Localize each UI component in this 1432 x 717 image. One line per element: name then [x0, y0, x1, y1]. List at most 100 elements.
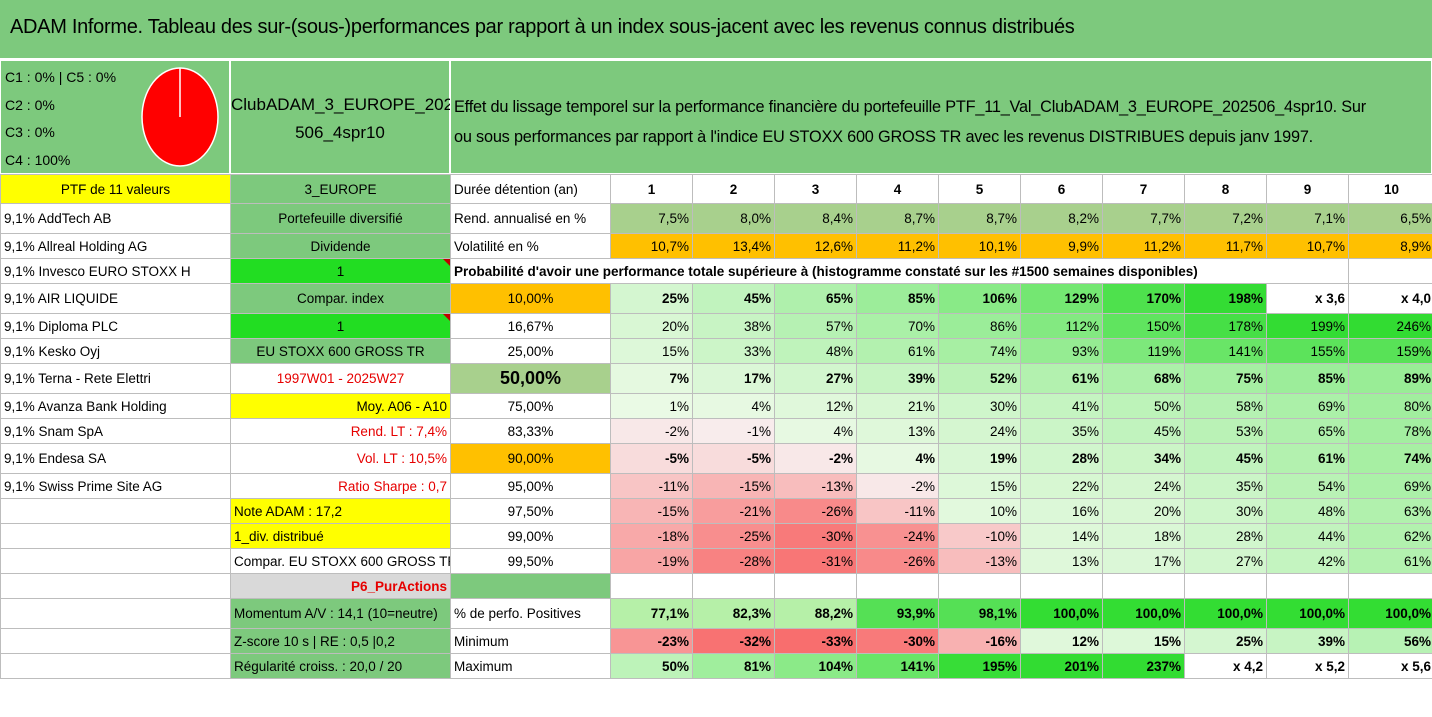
index-name-cell[interactable]: EU STOXX 600 GROSS TR: [230, 338, 451, 364]
rend-value-cell[interactable]: 7,7%: [1102, 203, 1185, 234]
moy-cell[interactable]: Moy. A06 - A10: [230, 393, 451, 419]
quantile-value-cell[interactable]: 178%: [1184, 313, 1267, 339]
quantile-cell[interactable]: 95,00%: [450, 473, 611, 499]
positive-value-cell[interactable]: 77,1%: [610, 598, 693, 629]
quantile-value-cell[interactable]: 155%: [1266, 338, 1349, 364]
empty-cell[interactable]: [0, 498, 231, 524]
quantile-value-cell[interactable]: 18%: [1102, 523, 1185, 549]
years-label-cell[interactable]: Durée détention (an): [450, 174, 611, 204]
empty-cell[interactable]: [1184, 573, 1267, 599]
quantile-value-cell[interactable]: 24%: [938, 418, 1021, 444]
quantile-value-cell[interactable]: -2%: [610, 418, 693, 444]
positive-value-cell[interactable]: 88,2%: [774, 598, 857, 629]
quantile-value-cell[interactable]: 48%: [1266, 498, 1349, 524]
vol-value-cell[interactable]: 8,9%: [1348, 233, 1432, 259]
quantile-value-cell[interactable]: 54%: [1266, 473, 1349, 499]
quantile-value-cell[interactable]: 35%: [1184, 473, 1267, 499]
quantile-value-cell[interactable]: 20%: [610, 313, 693, 339]
quantile-value-cell[interactable]: -13%: [938, 548, 1021, 574]
empty-cell[interactable]: [0, 548, 231, 574]
quantile-value-cell[interactable]: 119%: [1102, 338, 1185, 364]
regularity-cell[interactable]: Régularité croiss. : 20,0 / 20: [230, 653, 451, 679]
diversification-cell[interactable]: Portefeuille diversifié: [230, 203, 451, 234]
quantile-value-cell[interactable]: 24%: [1102, 473, 1185, 499]
quantile-value-cell[interactable]: x 4,0: [1348, 283, 1432, 314]
vol-value-cell[interactable]: 11,2%: [856, 233, 939, 259]
quantile-value-cell[interactable]: 199%: [1266, 313, 1349, 339]
quantile-value-cell[interactable]: 33%: [692, 338, 775, 364]
vol-label-cell[interactable]: Volatilité en %: [450, 233, 611, 259]
quantile-value-cell[interactable]: 25%: [610, 283, 693, 314]
quantile-value-cell[interactable]: 68%: [1102, 363, 1185, 394]
quantile-value-cell[interactable]: -28%: [692, 548, 775, 574]
quantile-value-cell[interactable]: -31%: [774, 548, 857, 574]
quantile-value-cell[interactable]: -30%: [774, 523, 857, 549]
quantile-value-cell[interactable]: 75%: [1184, 363, 1267, 394]
quantile-value-cell[interactable]: 80%: [1348, 393, 1432, 419]
dividend-cell[interactable]: Dividende: [230, 233, 451, 259]
quantile-cell[interactable]: 99,50%: [450, 548, 611, 574]
year-cell[interactable]: 7: [1102, 174, 1185, 204]
quantile-value-cell[interactable]: -26%: [856, 548, 939, 574]
positive-value-cell[interactable]: 100,0%: [1102, 598, 1185, 629]
quantile-value-cell[interactable]: 61%: [1020, 363, 1103, 394]
holding-cell[interactable]: 9,1% Endesa SA: [0, 443, 231, 474]
quantile-value-cell[interactable]: 20%: [1102, 498, 1185, 524]
empty-cell[interactable]: [692, 573, 775, 599]
quantile-value-cell[interactable]: 45%: [1184, 443, 1267, 474]
vol-lt-cell[interactable]: Vol. LT : 10,5%: [230, 443, 451, 474]
quantile-value-cell[interactable]: -24%: [856, 523, 939, 549]
quantile-value-cell[interactable]: 50%: [1102, 393, 1185, 419]
description-cell[interactable]: Effet du lissage temporel sur la perform…: [450, 60, 1432, 174]
note-cell[interactable]: Note ADAM : 17,2: [230, 498, 451, 524]
momentum-cell[interactable]: Momentum A/V : 14,1 (10=neutre): [230, 598, 451, 629]
quantile-value-cell[interactable]: -1%: [692, 418, 775, 444]
quantile-value-cell[interactable]: 62%: [1348, 523, 1432, 549]
holding-cell[interactable]: 9,1% Kesko Oyj: [0, 338, 231, 364]
quantile-value-cell[interactable]: 198%: [1184, 283, 1267, 314]
quantile-value-cell[interactable]: -25%: [692, 523, 775, 549]
quantile-value-cell[interactable]: -21%: [692, 498, 775, 524]
vol-value-cell[interactable]: 10,7%: [1266, 233, 1349, 259]
year-cell[interactable]: 5: [938, 174, 1021, 204]
holding-cell[interactable]: 9,1% Invesco EURO STOXX H: [0, 258, 231, 284]
maximum-value-cell[interactable]: x 4,2: [1184, 653, 1267, 679]
empty-cell[interactable]: [610, 573, 693, 599]
quantile-value-cell[interactable]: 48%: [774, 338, 857, 364]
holdings-header-cell[interactable]: PTF de 11 valeurs: [0, 174, 231, 204]
quantile-value-cell[interactable]: 7%: [610, 363, 693, 394]
quantile-value-cell[interactable]: 30%: [1184, 498, 1267, 524]
quantile-value-cell[interactable]: 61%: [856, 338, 939, 364]
empty-cell[interactable]: [856, 573, 939, 599]
quantile-value-cell[interactable]: 1%: [610, 393, 693, 419]
purchase-cell[interactable]: P6_PurActions: [230, 573, 451, 599]
quantile-value-cell[interactable]: 58%: [1184, 393, 1267, 419]
empty-cell[interactable]: [1348, 573, 1432, 599]
quantile-value-cell[interactable]: 15%: [610, 338, 693, 364]
vol-value-cell[interactable]: 10,7%: [610, 233, 693, 259]
rend-label-cell[interactable]: Rend. annualisé en %: [450, 203, 611, 234]
maximum-value-cell[interactable]: 237%: [1102, 653, 1185, 679]
maximum-value-cell[interactable]: 104%: [774, 653, 857, 679]
holding-cell[interactable]: 9,1% Avanza Bank Holding: [0, 393, 231, 419]
empty-cell[interactable]: [0, 573, 231, 599]
quantile-value-cell[interactable]: 170%: [1102, 283, 1185, 314]
minimum-value-cell[interactable]: -30%: [856, 628, 939, 654]
maximum-value-cell[interactable]: 50%: [610, 653, 693, 679]
rend-lt-cell[interactable]: Rend. LT : 7,4%: [230, 418, 451, 444]
quantile-value-cell[interactable]: 42%: [1266, 548, 1349, 574]
quantile-value-cell[interactable]: 93%: [1020, 338, 1103, 364]
quantile-value-cell[interactable]: -10%: [938, 523, 1021, 549]
minimum-value-cell[interactable]: 25%: [1184, 628, 1267, 654]
quantile-value-cell[interactable]: 10%: [938, 498, 1021, 524]
quantile-value-cell[interactable]: 69%: [1348, 473, 1432, 499]
quantile-value-cell[interactable]: -2%: [856, 473, 939, 499]
vol-value-cell[interactable]: 12,6%: [774, 233, 857, 259]
minimum-label-cell[interactable]: Minimum: [450, 628, 611, 654]
empty-cell[interactable]: [0, 628, 231, 654]
quantile-cell[interactable]: 10,00%: [450, 283, 611, 314]
quantile-value-cell[interactable]: 4%: [692, 393, 775, 419]
quantile-value-cell[interactable]: -26%: [774, 498, 857, 524]
quantile-value-cell[interactable]: -11%: [856, 498, 939, 524]
rend-value-cell[interactable]: 8,7%: [938, 203, 1021, 234]
